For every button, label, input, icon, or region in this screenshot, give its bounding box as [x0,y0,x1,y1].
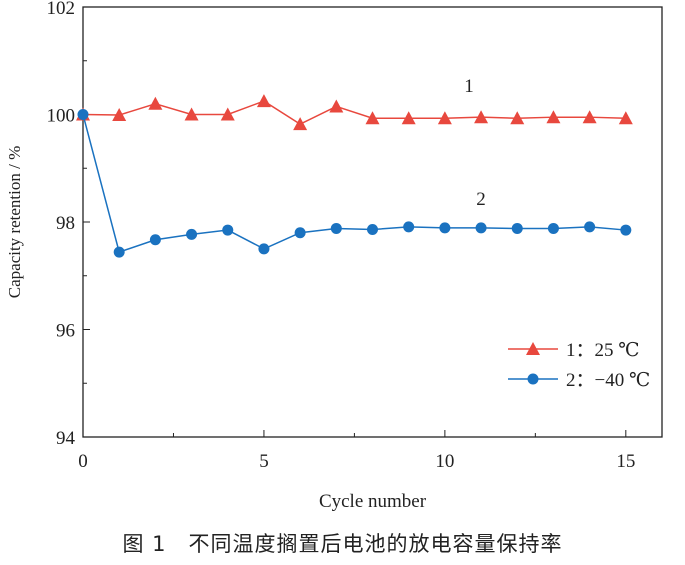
x-tick-label: 5 [259,451,269,472]
data-point-triangle [112,108,127,122]
data-point-circle [222,224,234,236]
data-point-circle [475,222,487,234]
data-point-triangle [256,94,271,108]
data-point-circle [149,234,161,246]
data-point-circle [620,224,632,236]
y-tick-label: 94 [56,428,76,449]
chart: 0 5 10 15 94 96 98 100 102 Cycle number Capacity r… [5,0,663,512]
x-tick-label: 0 [78,451,88,472]
y-tick-label: 102 [47,0,76,19]
data-point-triangle [148,96,163,110]
data-point-triangle [474,110,489,124]
y-axis-label: Capacity retention / % [5,146,24,298]
series-line-1 [82,100,626,126]
data-point-circle [439,222,451,234]
data-point-circle [113,246,125,258]
legend-marker-circle [527,373,539,385]
data-point-circle [367,224,378,236]
data-point-circle [584,221,596,233]
series-line-2 [82,114,626,254]
curve-label-2: 2 [476,189,486,210]
data-point-triangle [401,111,416,125]
data-point-triangle [184,107,199,121]
x-tick-label: 15 [616,451,635,472]
y-tick-label: 98 [56,213,75,234]
data-point-triangle [220,107,235,121]
x-tick-label: 10 [435,451,454,472]
curve-label-1: 1 [464,76,474,97]
data-point-triangle [329,99,344,113]
data-point-triangle [510,111,525,125]
data-point-triangle [437,111,452,125]
data-point-triangle [293,117,308,131]
data-point-circle [403,221,415,233]
x-axis-label: Cycle number [319,491,427,512]
data-point-triangle [365,111,380,125]
y-tick-label: 100 [47,106,76,127]
data-point-triangle [582,110,597,124]
data-point-triangle [618,111,633,125]
data-point-triangle [546,110,561,124]
legend-label-1: 1：25 ℃ [566,340,640,361]
data-point-circle [330,222,342,234]
data-point-circle [186,228,198,240]
figure-caption: 图 1 不同温度搁置后电池的放电容量保持率 [122,532,563,556]
data-point-circle [77,109,89,120]
data-point-circle [547,222,559,234]
data-point-circle [258,243,270,255]
legend-label-2: 2：−40 ℃ [566,370,650,391]
data-point-circle [511,222,523,234]
data-point-circle [294,227,306,239]
y-tick-label: 96 [56,321,75,342]
legend-marker-triangle [526,342,540,355]
